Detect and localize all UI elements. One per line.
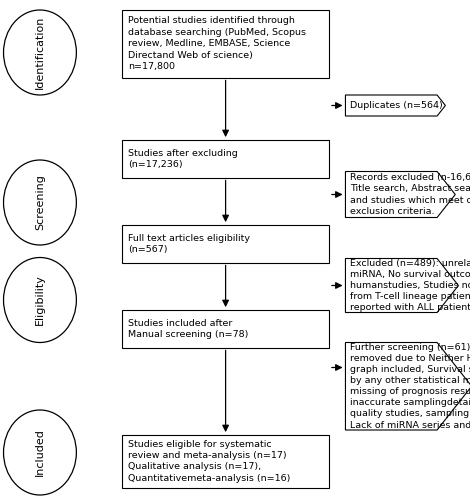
Text: Duplicates (n=564): Duplicates (n=564) (350, 101, 443, 110)
Polygon shape (345, 258, 458, 312)
Text: Potential studies identified through
database searching (PubMed, Scopus
review, : Potential studies identified through dat… (128, 16, 306, 71)
Text: Included: Included (35, 428, 45, 476)
FancyBboxPatch shape (122, 10, 329, 78)
Ellipse shape (4, 160, 76, 245)
Text: Excluded (n=489): unrelatedto
miRNA, No survival outcome, non-
humanstudies, Stu: Excluded (n=489): unrelatedto miRNA, No … (350, 259, 470, 312)
Text: Identification: Identification (35, 16, 45, 89)
Ellipse shape (4, 410, 76, 495)
Ellipse shape (4, 10, 76, 95)
Text: Screening: Screening (35, 174, 45, 231)
Text: Records excluded (n-16,669)
Title search, Abstract search
and studies which meet: Records excluded (n-16,669) Title search… (350, 174, 470, 216)
Polygon shape (345, 95, 446, 116)
Ellipse shape (4, 258, 76, 342)
Text: Studies included after
Manual screening (n=78): Studies included after Manual screening … (128, 318, 249, 339)
Polygon shape (345, 172, 455, 218)
FancyBboxPatch shape (122, 225, 329, 262)
Polygon shape (345, 342, 470, 430)
Text: Studies eligible for systematic
review and meta-analysis (n=17)
Qualitative anal: Studies eligible for systematic review a… (128, 440, 290, 483)
Text: Eligibility: Eligibility (35, 274, 45, 326)
Text: Full text articles eligibility
(n=567): Full text articles eligibility (n=567) (128, 234, 251, 254)
Text: Studies after excluding
(n=17,236): Studies after excluding (n=17,236) (128, 148, 238, 169)
Text: Further screening (n=61) were
removed due to Neither HR and K-M
graph included, : Further screening (n=61) were removed du… (350, 343, 470, 430)
FancyBboxPatch shape (122, 140, 329, 177)
FancyBboxPatch shape (122, 435, 329, 488)
FancyBboxPatch shape (122, 310, 329, 348)
